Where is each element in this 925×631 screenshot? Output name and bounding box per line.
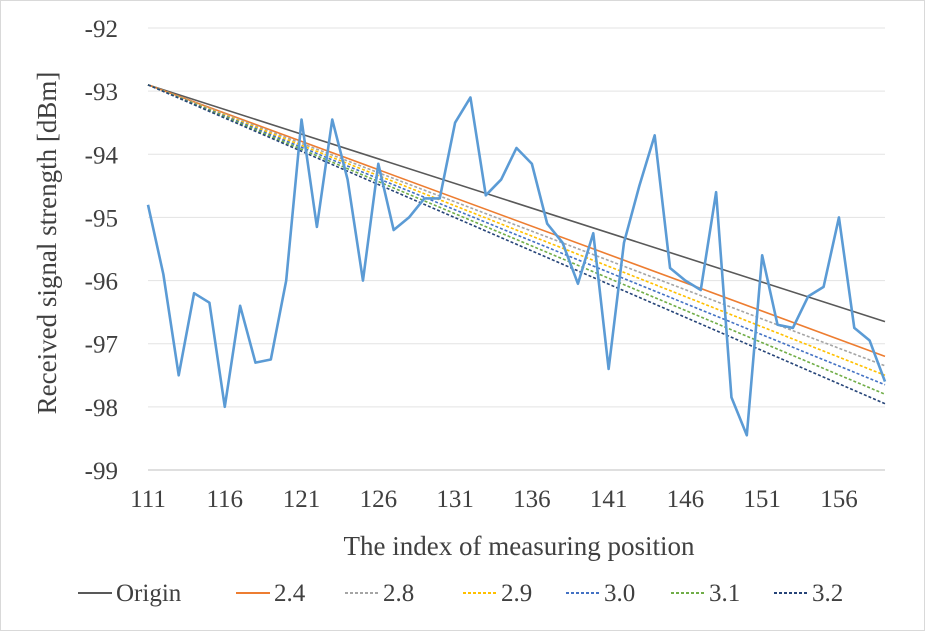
legend-label: 3.2 — [812, 580, 843, 607]
legend-label: 2.8 — [383, 580, 414, 607]
x-tick-label: 116 — [206, 486, 243, 513]
x-tick-label: 136 — [513, 486, 551, 513]
legend-label: 2.4 — [274, 580, 306, 607]
y-tick-label: -99 — [85, 458, 118, 485]
x-tick-label: 111 — [130, 486, 166, 513]
legend-label: Origin — [116, 580, 182, 607]
legend-label: 3.1 — [709, 580, 740, 607]
x-tick-label: 146 — [667, 486, 705, 513]
x-tick-label: 156 — [820, 486, 858, 513]
x-tick-label: 126 — [360, 486, 398, 513]
legend-label: 2.9 — [501, 580, 532, 607]
series-line-2-9 — [147, 84, 886, 377]
y-tick-label: -95 — [85, 205, 118, 232]
series-line-2-4 — [147, 84, 886, 358]
x-axis-title: The index of measuring position — [344, 531, 695, 561]
y-tick-label: -94 — [85, 142, 119, 169]
x-tick-label: 151 — [743, 486, 781, 513]
gridlines — [148, 27, 885, 408]
x-tick-label: 121 — [283, 486, 321, 513]
x-tick-label: 131 — [436, 486, 474, 513]
y-tick-label: -93 — [85, 79, 118, 106]
series-line-3-1 — [147, 84, 886, 395]
y-axis-ticks: -92 -93 -94 -95 -96 -97 -98 -99 — [85, 16, 119, 485]
x-axis-ticks: 111 116 121 126 131 136 141 146 151 156 — [130, 486, 858, 513]
y-tick-label: -92 — [85, 16, 118, 43]
y-tick-label: -97 — [85, 332, 118, 359]
x-tick-label: 141 — [590, 486, 628, 513]
legend: Origin 2.4 2.8 2.9 3.0 3.1 3.2 — [78, 580, 843, 607]
series-line-measured — [146, 96, 887, 437]
y-axis-title: Received signal strength [dBm] — [32, 72, 62, 415]
legend-label: 3.0 — [604, 580, 635, 607]
series-line-2-8 — [147, 84, 886, 367]
y-tick-label: -96 — [85, 269, 118, 296]
series-line-origin — [147, 84, 886, 323]
series-lines — [146, 84, 887, 437]
series-line-3-0 — [147, 84, 886, 386]
y-tick-label: -98 — [85, 395, 118, 422]
series-line-3-2 — [147, 84, 886, 405]
